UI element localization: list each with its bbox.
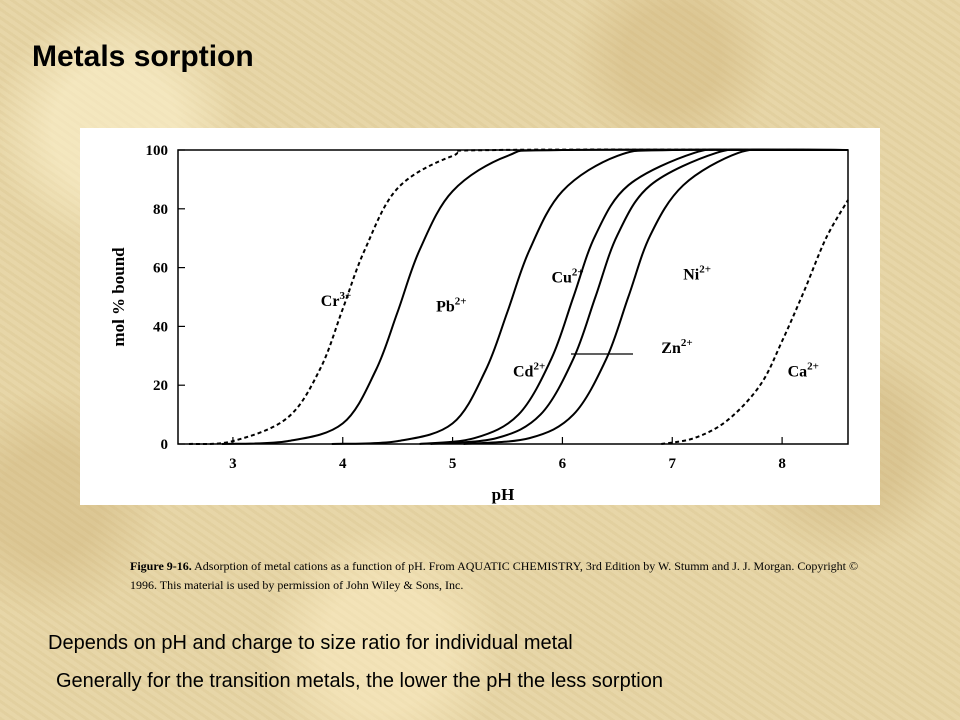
curve-ca: [661, 199, 849, 445]
bullet-ph-charge: Depends on pH and charge to size ratio f…: [48, 632, 573, 654]
chart-curve-labels: Cr3+Pb2+Cu2+ Ni2+Zn2+Cd2+ Ca2+: [321, 263, 819, 380]
x-tick-label: 3: [229, 456, 237, 472]
curve-ni: [430, 148, 849, 445]
figure-caption: Figure 9-16. Adsorption of metal cations…: [130, 557, 870, 595]
chart-curves: [188, 148, 849, 446]
y-tick-label: 80: [153, 202, 168, 218]
x-axis-label: pH: [492, 485, 515, 504]
curve-label-cd: Cd2+: [513, 360, 545, 380]
curve-label-charge: 2+: [699, 263, 711, 275]
figure-panel: 3 4 5 6 7 8 0 20 40 60 80 100 pH mol % bound Cr3+ Pb2+…: [80, 128, 880, 505]
x-tick-label: 5: [449, 456, 457, 472]
curve-label-pb: Pb2+: [436, 296, 466, 316]
y-tick-label: 0: [161, 437, 169, 453]
y-tick-label: 40: [153, 319, 168, 335]
curve-label-ca: Ca2+: [788, 360, 819, 380]
curve-label-cr: Cr3+: [321, 290, 351, 310]
x-tick-label: 7: [669, 456, 677, 472]
y-tick-label: 100: [146, 143, 169, 159]
caption-label: Figure 9-16.: [130, 559, 192, 573]
curve-pb: [221, 148, 849, 445]
curve-label-charge: 2+: [533, 360, 545, 372]
curve-label-charge: 2+: [807, 360, 819, 372]
curve-label-charge: 2+: [455, 296, 467, 308]
curve-label-charge: 2+: [681, 337, 693, 349]
curve-cd: [419, 148, 849, 445]
x-tick-label: 4: [339, 456, 347, 472]
slide-title: Metals sorption: [32, 40, 254, 73]
bullet-transition-metals: Generally for the transition metals, the…: [56, 670, 663, 692]
x-tick-label: 8: [778, 456, 786, 472]
y-tick-label: 20: [153, 378, 168, 394]
curve-cr: [188, 148, 849, 446]
y-axis-label: mol % bound: [109, 247, 128, 347]
caption-text: Adsorption of metal cations as a functio…: [130, 559, 859, 592]
curve-zn: [463, 148, 849, 445]
curve-label-ni: Ni2+: [683, 263, 711, 283]
plot-frame: [177, 149, 849, 445]
curve-cu: [331, 148, 849, 445]
x-tick-label: 6: [559, 456, 567, 472]
y-tick-label: 60: [153, 261, 168, 277]
curve-label-charge: 2+: [572, 266, 584, 278]
curve-label-zn: Zn2+: [661, 337, 692, 357]
curve-label-charge: 3+: [339, 290, 351, 302]
